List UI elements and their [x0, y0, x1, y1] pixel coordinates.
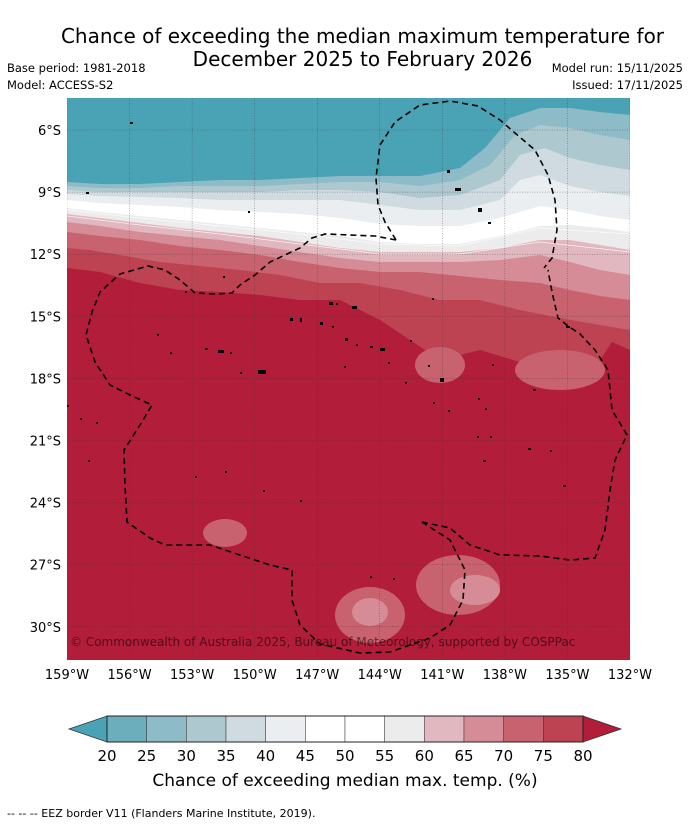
- lat-label: 12°S: [30, 248, 61, 263]
- lon-label: 132°W: [608, 668, 652, 683]
- lat-label: 30°S: [30, 621, 61, 636]
- lat-label: 9°S: [38, 186, 61, 201]
- colorbar-segment: [225, 715, 266, 743]
- patch-central: [415, 347, 465, 383]
- colorbar-segment: [344, 715, 385, 743]
- eez-border-french-polynesia: [421, 269, 628, 561]
- issued-date: Issued: 17/11/2025: [572, 78, 683, 92]
- colorbar-frame: [106, 715, 584, 743]
- lat-label: 21°S: [30, 435, 61, 450]
- lat-label: 27°S: [30, 559, 61, 574]
- colorbar-tick-label: 45: [296, 747, 315, 765]
- colorbar-tick-label: 65: [454, 747, 473, 765]
- lon-label: 135°W: [545, 668, 589, 683]
- base-period: Base period: 1981-2018: [7, 61, 146, 75]
- lon-label: 150°W: [233, 668, 277, 683]
- colorbar-segment: [305, 715, 346, 743]
- title-line-2: December 2025 to February 2026: [192, 47, 533, 71]
- colorbar-extend-low: [67, 715, 108, 743]
- lat-label: 24°S: [30, 497, 61, 512]
- lon-label: 153°W: [170, 668, 214, 683]
- lon-label: 141°W: [420, 668, 464, 683]
- islands: [67, 122, 570, 580]
- lon-label: 159°W: [45, 668, 89, 683]
- lon-label: 147°W: [295, 668, 339, 683]
- eez-legend-note: -- -- -- EEZ border V11 (Flanders Marine…: [7, 807, 316, 820]
- lat-label: 18°S: [30, 372, 61, 387]
- lon-label: 144°W: [358, 668, 402, 683]
- colorbar-tick-label: 80: [573, 747, 592, 765]
- colorbar-segment: [384, 715, 425, 743]
- patch-east: [515, 350, 605, 390]
- lon-label: 138°W: [483, 668, 527, 683]
- colorbar-segment: [543, 715, 584, 743]
- title-line-1: Chance of exceeding the median maximum t…: [60, 24, 665, 48]
- lat-label: 6°S: [38, 124, 61, 139]
- model-name: Model: ACCESS-S2: [7, 78, 114, 92]
- colorbar-tick-label: 50: [335, 747, 354, 765]
- contour-lines: [67, 201, 630, 255]
- lon-label: 156°W: [107, 668, 151, 683]
- model-run: Model run: 15/11/2025: [551, 61, 683, 75]
- eez-borders: [85, 100, 628, 654]
- colorbar-tick-label: 55: [375, 747, 394, 765]
- colorbar-segment: [186, 715, 227, 743]
- colorbar-tick-label: 70: [494, 747, 513, 765]
- colorbar-tick-label: 30: [177, 747, 196, 765]
- longitude-labels: 159°W 156°W 153°W 150°W 147°W 144°W 141°W 138°W…: [45, 668, 652, 683]
- colorbar-tick-label: 75: [534, 747, 553, 765]
- colorbar-tick-label: 20: [97, 747, 116, 765]
- copyright-notice: © Commonwealth of Australia 2025, Bureau…: [70, 635, 575, 649]
- colorbar-tick-label: 35: [216, 747, 235, 765]
- colorbar-tick-label: 25: [137, 747, 156, 765]
- colorbar-extend-high: [582, 715, 623, 743]
- colorbar-tick-label: 60: [415, 747, 434, 765]
- eez-border-kiribati: [375, 100, 558, 269]
- colorbar-segment: [146, 715, 187, 743]
- colorbar-segment: [106, 715, 147, 743]
- lat-label: 15°S: [30, 310, 61, 325]
- colorbar-tick-label: 40: [256, 747, 275, 765]
- colorbar-title: Chance of exceeding median max. temp. (%…: [152, 771, 538, 791]
- colorbar-segment: [265, 715, 306, 743]
- band-20: [67, 98, 630, 184]
- colorbar: 20 25 30 35 40 45 50 55 60 65 70 75 80: [67, 715, 623, 765]
- latitude-labels: 6°S 9°S 12°S 15°S 18°S 21°S 24°S 27°S 30°S: [30, 124, 61, 636]
- patch-south-central-inner: [352, 598, 388, 626]
- forecast-map: © Commonwealth of Australia 2025, Bureau…: [30, 98, 652, 765]
- colorbar-segment: [503, 715, 544, 743]
- colorbar-segment: [463, 715, 504, 743]
- eez-border-cook-islands: [85, 233, 466, 654]
- patch-south-east-inner: [450, 575, 500, 605]
- colorbar-segment: [424, 715, 465, 743]
- patch-south-west: [203, 519, 247, 547]
